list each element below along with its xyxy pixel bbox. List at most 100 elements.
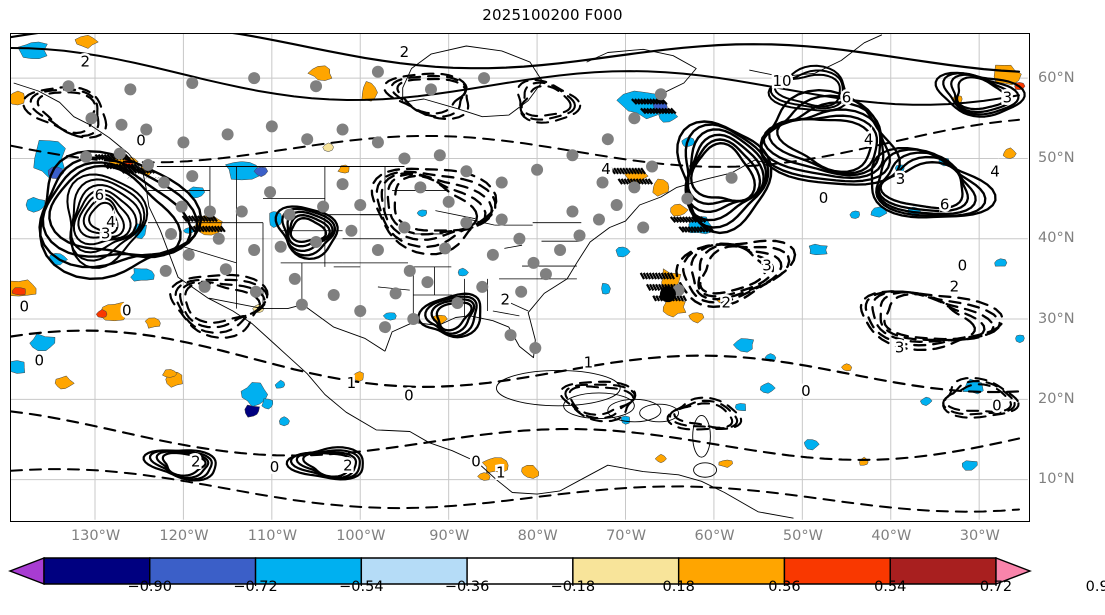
svg-text:2: 2 xyxy=(950,277,960,295)
svg-text:0: 0 xyxy=(801,382,811,400)
svg-text:2: 2 xyxy=(722,293,732,311)
colorbar-tick-label-4: −0.18 xyxy=(550,579,596,595)
colorbar-tick-label-1: −0.72 xyxy=(233,579,278,595)
svg-text:0: 0 xyxy=(801,382,811,400)
svg-text:0: 0 xyxy=(819,189,829,207)
svg-text:1: 1 xyxy=(347,374,357,392)
svg-text:2: 2 xyxy=(80,53,90,71)
svg-text:3: 3 xyxy=(762,257,772,275)
lon-tick-label-90W: 90°W xyxy=(429,528,470,544)
lon-tick-label-80W: 80°W xyxy=(517,528,558,544)
svg-text:0: 0 xyxy=(122,302,132,320)
svg-text:1: 1 xyxy=(347,374,357,392)
svg-text:10: 10 xyxy=(772,72,791,90)
svg-text:10: 10 xyxy=(772,72,791,90)
svg-text:0: 0 xyxy=(404,387,414,405)
svg-text:2: 2 xyxy=(343,456,353,474)
svg-text:0: 0 xyxy=(819,189,829,207)
svg-text:0: 0 xyxy=(136,131,146,149)
chart-title: 2025100200 F000 xyxy=(482,6,623,24)
svg-text:4: 4 xyxy=(106,213,116,231)
svg-text:0: 0 xyxy=(992,396,1002,414)
lon-tick-label-100W: 100°W xyxy=(336,528,386,544)
svg-text:4: 4 xyxy=(864,130,874,148)
svg-text:2: 2 xyxy=(80,53,90,71)
colorbar-swatch-under[interactable] xyxy=(8,556,45,586)
svg-text:6: 6 xyxy=(95,186,105,204)
svg-text:0: 0 xyxy=(471,452,481,470)
svg-text:1: 1 xyxy=(496,464,506,482)
svg-text:4: 4 xyxy=(601,160,611,178)
map-panel[interactable]: 2 2 0 0 6 6 4 4 3 3 0 0 0 0 0 0 2 2 0 0 1 1 2 2 0 0 2 2 0 0 1 1 4 4 10 10 6 6… xyxy=(10,33,1030,522)
lon-tick-label-50W: 50°W xyxy=(782,528,823,544)
lon-tick-label-130W: 130°W xyxy=(70,528,121,544)
svg-text:6: 6 xyxy=(842,89,852,107)
svg-text:0: 0 xyxy=(270,458,280,476)
lat-tick-label-50: 50°N xyxy=(1038,150,1075,167)
svg-text:2: 2 xyxy=(722,293,732,311)
svg-text:6: 6 xyxy=(940,196,950,214)
colorbar-tick-label-3: −0.36 xyxy=(444,579,490,595)
contour-lines xyxy=(11,34,1026,513)
svg-text:3: 3 xyxy=(896,170,906,188)
svg-text:6: 6 xyxy=(940,196,950,214)
station-marker-dots xyxy=(62,65,738,354)
svg-text:3: 3 xyxy=(895,338,905,356)
lon-tick-label-120W: 120°W xyxy=(159,528,209,544)
colorbar-swatch-over[interactable] xyxy=(995,556,1032,586)
colorbar-tick-label-5: 0.18 xyxy=(662,579,695,595)
lat-tick-label-10: 10°N xyxy=(1038,471,1075,488)
svg-text:2: 2 xyxy=(191,452,201,470)
colorbar[interactable]: −0.90 −0.72 −0.54 −0.36 −0.18 0.18 0.36 0.54 0.7… xyxy=(0,556,1105,615)
lat-tick-label-30: 30°N xyxy=(1038,310,1075,327)
colorbar-swatches xyxy=(8,556,1103,586)
lon-tick-label-30W: 30°W xyxy=(959,528,1000,544)
svg-text:3: 3 xyxy=(896,170,906,188)
lat-tick-label-40: 40°N xyxy=(1038,230,1075,247)
svg-text:2: 2 xyxy=(500,290,510,308)
lat-tick-label-20: 20°N xyxy=(1038,390,1075,407)
lat-tick-label-60: 60°N xyxy=(1038,69,1075,86)
lon-tick-label-70W: 70°W xyxy=(606,528,647,544)
svg-text:4: 4 xyxy=(106,213,116,231)
svg-text:0: 0 xyxy=(122,302,132,320)
svg-text:0: 0 xyxy=(992,396,1002,414)
lon-tick-label-40W: 40°W xyxy=(871,528,912,544)
colorbar-tick-label-6: 0.36 xyxy=(768,579,801,595)
colorbar-tick-label-9: 0.90 xyxy=(1085,579,1105,595)
lon-tick-label-110W: 110°W xyxy=(247,528,298,544)
svg-text:3: 3 xyxy=(895,338,905,356)
svg-text:0: 0 xyxy=(35,351,45,369)
colorbar-tick-label-8: 0.72 xyxy=(979,579,1013,595)
svg-text:2: 2 xyxy=(950,277,960,295)
svg-text:3: 3 xyxy=(1003,89,1013,107)
svg-text:4: 4 xyxy=(990,163,1000,181)
svg-text:0: 0 xyxy=(404,387,414,405)
colorbar-tick-label-2: −0.54 xyxy=(339,579,384,595)
svg-text:3: 3 xyxy=(1003,89,1013,107)
colorbar-tick-label-0: −0.90 xyxy=(127,579,172,595)
svg-text:0: 0 xyxy=(19,298,29,316)
svg-text:0: 0 xyxy=(471,452,481,470)
svg-text:0: 0 xyxy=(958,257,968,275)
svg-text:0: 0 xyxy=(270,458,280,476)
map-canvas: 2 2 0 0 6 6 4 4 3 3 0 0 0 0 0 0 2 2 0 0 1 1 2 2 0 0 2 2 0 0 1 1 4 4 10 10 6 6… xyxy=(11,34,1028,520)
svg-text:4: 4 xyxy=(864,130,874,148)
storm-center-marker xyxy=(659,286,676,303)
svg-text:6: 6 xyxy=(842,89,852,107)
svg-text:1: 1 xyxy=(584,354,594,372)
svg-text:0: 0 xyxy=(19,298,29,316)
svg-text:0: 0 xyxy=(35,351,45,369)
svg-text:2: 2 xyxy=(500,290,510,308)
colorbar-tick-label-7: 0.54 xyxy=(874,579,907,595)
svg-text:3: 3 xyxy=(762,257,772,275)
svg-text:6: 6 xyxy=(95,186,105,204)
coastlines-and-borders xyxy=(13,34,883,519)
svg-text:2: 2 xyxy=(400,43,410,61)
svg-text:1: 1 xyxy=(584,354,594,372)
svg-text:2: 2 xyxy=(400,43,410,61)
lon-tick-label-60W: 60°W xyxy=(694,528,735,544)
svg-text:0: 0 xyxy=(958,257,968,275)
svg-text:2: 2 xyxy=(191,452,201,470)
